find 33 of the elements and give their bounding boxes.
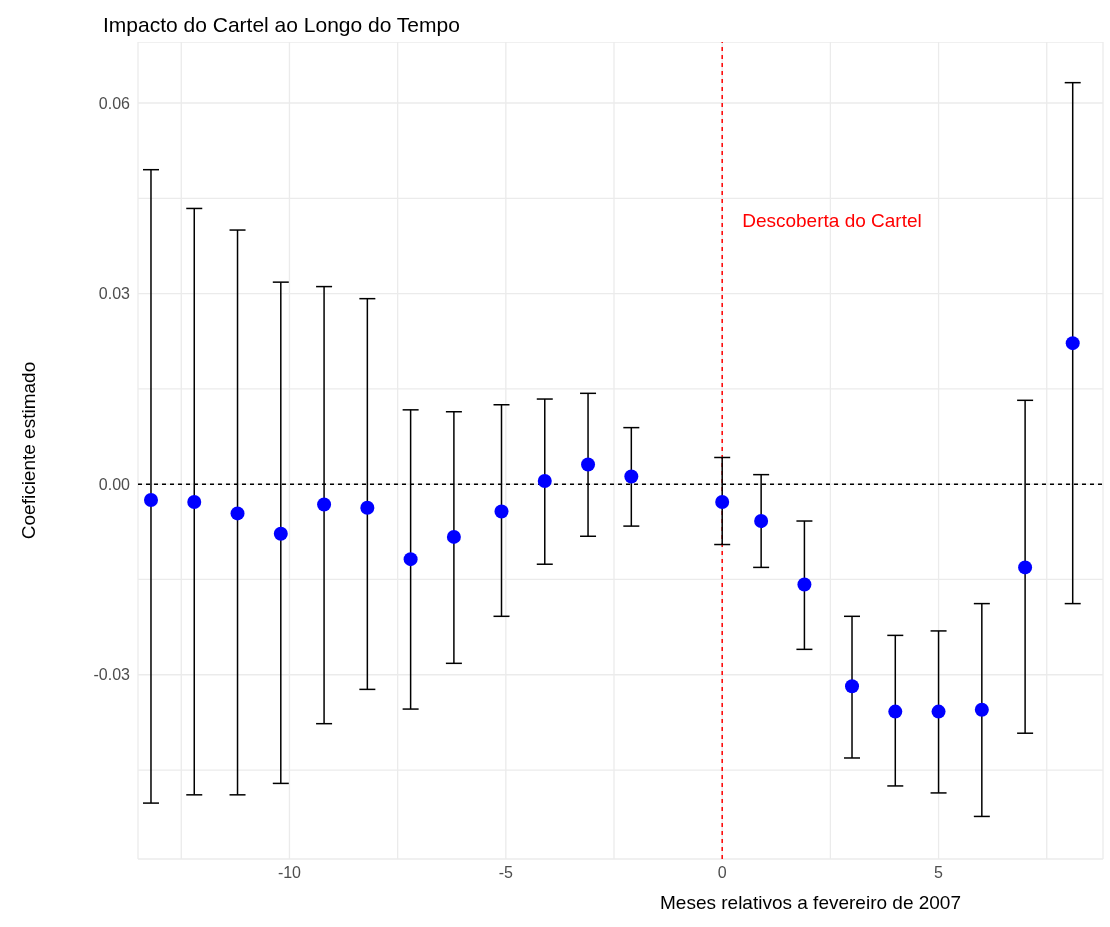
point xyxy=(273,526,288,541)
chart-title: Impacto do Cartel ao Longo do Tempo xyxy=(102,12,461,38)
point xyxy=(494,504,509,519)
x-tick-label: -5 xyxy=(498,864,514,882)
point xyxy=(403,552,418,567)
point xyxy=(230,506,245,521)
x-tick-label: -10 xyxy=(277,864,302,882)
y-tick-label: 0.03 xyxy=(98,285,131,303)
point xyxy=(1065,336,1080,351)
x-tick-label: 5 xyxy=(934,864,944,882)
point xyxy=(797,577,812,592)
y-tick-label: 0.00 xyxy=(98,475,131,493)
point xyxy=(931,704,946,719)
y-tick-label: 0.06 xyxy=(98,94,131,112)
point xyxy=(537,474,552,488)
point xyxy=(317,497,332,512)
point xyxy=(845,679,860,694)
y-tick-label: -0.03 xyxy=(93,666,131,684)
point xyxy=(446,529,461,544)
point xyxy=(143,493,158,508)
point xyxy=(974,702,989,717)
point xyxy=(187,494,202,509)
point xyxy=(1018,560,1033,575)
x-axis-title: Meses relativos a fevereiro de 2007 xyxy=(660,892,961,913)
point xyxy=(754,514,769,529)
x-tick-label: 0 xyxy=(717,864,727,882)
point xyxy=(360,500,375,515)
y-axis-title: Coeficiente estimado xyxy=(17,361,39,540)
point xyxy=(715,494,730,509)
point xyxy=(581,457,596,472)
point xyxy=(888,704,903,719)
ref-line-label: Descoberta do Cartel xyxy=(742,210,922,231)
point xyxy=(624,469,639,484)
